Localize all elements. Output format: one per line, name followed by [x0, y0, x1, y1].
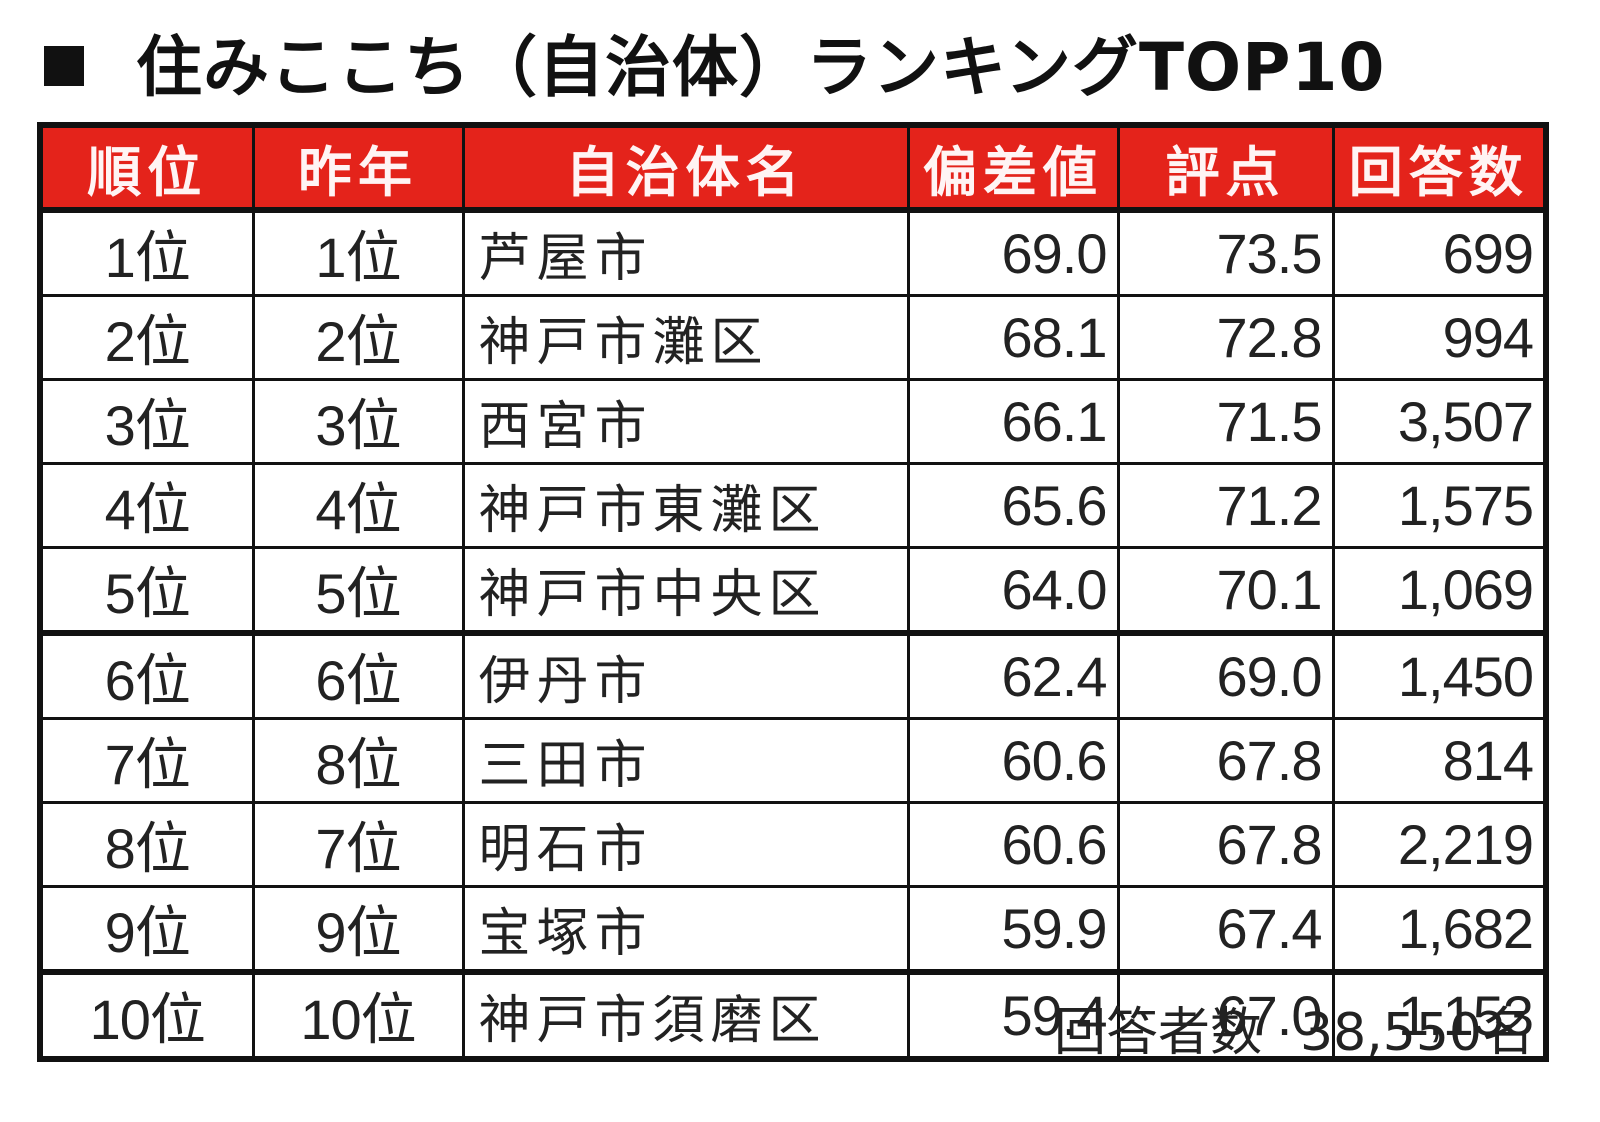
black-square-bullet-icon: [44, 46, 84, 86]
cell-municipality: 明石市: [461, 801, 910, 888]
header-row: 順位 昨年 自治体名 偏差値 評点 回答数: [38, 125, 1548, 213]
table-row: 10位 10位 神戸市須磨区 59.4 67.0 1,153: [38, 970, 1548, 1061]
cell-municipality: 伊丹市: [461, 631, 910, 720]
header-score: 評点: [1116, 125, 1335, 213]
table-row: 9位 9位 宝塚市 59.9 67.4 1,682: [38, 885, 1548, 975]
cell-rank: 2位: [38, 294, 255, 381]
cell-responses: 2,219: [1331, 801, 1548, 888]
cell-deviation: 68.1: [906, 294, 1120, 381]
cell-municipality: 西宮市: [461, 378, 910, 465]
cell-municipality: 神戸市灘区: [461, 294, 910, 381]
cell-rank: 8位: [38, 801, 255, 888]
table-body: 1位 1位 芦屋市 69.0 73.5 699 2位 2位 神戸市灘区 68.1…: [38, 208, 1548, 1061]
header-deviation: 偏差値: [906, 125, 1120, 213]
cell-deviation: 64.0: [906, 546, 1120, 636]
cell-responses: 1,682: [1331, 885, 1548, 975]
cell-score: 67.8: [1116, 801, 1335, 888]
table-row: 1位 1位 芦屋市 69.0 73.5 699: [38, 208, 1548, 297]
cell-municipality: 神戸市須磨区: [461, 970, 910, 1061]
cell-responses: 994: [1331, 294, 1548, 381]
header-rank: 順位: [38, 125, 255, 213]
cell-deviation: 59.4: [906, 970, 1120, 1061]
cell-responses: 3,507: [1331, 378, 1548, 465]
cell-previous-year: 9位: [251, 885, 465, 975]
cell-score: 73.5: [1116, 208, 1335, 297]
cell-rank: 4位: [38, 462, 255, 549]
cell-municipality: 宝塚市: [461, 885, 910, 975]
cell-previous-year: 4位: [251, 462, 465, 549]
cell-responses: 699: [1331, 208, 1548, 297]
table-row: 2位 2位 神戸市灘区 68.1 72.8 994: [38, 294, 1548, 381]
cell-previous-year: 2位: [251, 294, 465, 381]
cell-municipality: 神戸市中央区: [461, 546, 910, 636]
cell-responses: 1,153: [1331, 970, 1548, 1061]
cell-previous-year: 3位: [251, 378, 465, 465]
cell-score: 67.8: [1116, 717, 1335, 804]
page-title: 住みここち（自治体）ランキングTOP10: [44, 14, 1385, 110]
cell-deviation: 62.4: [906, 631, 1120, 720]
cell-responses: 1,575: [1331, 462, 1548, 549]
respondent-count-value: 38,550名: [1300, 1003, 1534, 1063]
cell-score: 70.1: [1116, 546, 1335, 636]
cell-responses: 1,069: [1331, 546, 1548, 636]
cell-score: 71.5: [1116, 378, 1335, 465]
cell-deviation: 59.9: [906, 885, 1120, 975]
table-row: 5位 5位 神戸市中央区 64.0 70.1 1,069: [38, 546, 1548, 636]
cell-deviation: 60.6: [906, 801, 1120, 888]
cell-rank: 7位: [38, 717, 255, 804]
cell-deviation: 60.6: [906, 717, 1120, 804]
cell-rank: 6位: [38, 631, 255, 720]
header-municipality: 自治体名: [461, 125, 910, 213]
cell-responses: 814: [1331, 717, 1548, 804]
respondent-count-label: 回答者数: [1054, 1003, 1263, 1063]
cell-deviation: 65.6: [906, 462, 1120, 549]
cell-score: 67.0: [1116, 970, 1335, 1061]
cell-rank: 1位: [38, 208, 255, 297]
cell-score: 67.4: [1116, 885, 1335, 975]
cell-rank: 5位: [38, 546, 255, 636]
table-row: 6位 6位 伊丹市 62.4 69.0 1,450: [38, 631, 1548, 720]
cell-score: 72.8: [1116, 294, 1335, 381]
cell-previous-year: 1位: [251, 208, 465, 297]
cell-deviation: 69.0: [906, 208, 1120, 297]
respondent-count-note: 回答者数 38,550名: [1054, 990, 1534, 1065]
ranking-table: 順位 昨年 自治体名 偏差値 評点 回答数 1位 1位 芦屋市 69.0 73.…: [37, 122, 1549, 1062]
cell-municipality: 芦屋市: [461, 208, 910, 297]
cell-rank: 3位: [38, 378, 255, 465]
cell-municipality: 三田市: [461, 717, 910, 804]
cell-previous-year: 5位: [251, 546, 465, 636]
cell-deviation: 66.1: [906, 378, 1120, 465]
page-title-text: 住みここち（自治体）ランキングTOP10: [136, 29, 1386, 106]
table-row: 8位 7位 明石市 60.6 67.8 2,219: [38, 801, 1548, 888]
cell-previous-year: 7位: [251, 801, 465, 888]
cell-responses: 1,450: [1331, 631, 1548, 720]
cell-score: 69.0: [1116, 631, 1335, 720]
cell-rank: 9位: [38, 885, 255, 975]
table-row: 3位 3位 西宮市 66.1 71.5 3,507: [38, 378, 1548, 465]
cell-previous-year: 8位: [251, 717, 465, 804]
header-responses: 回答数: [1331, 125, 1548, 213]
cell-rank: 10位: [38, 970, 255, 1061]
cell-previous-year: 10位: [251, 970, 465, 1061]
table-row: 4位 4位 神戸市東灘区 65.6 71.2 1,575: [38, 462, 1548, 549]
cell-score: 71.2: [1116, 462, 1335, 549]
table-row: 7位 8位 三田市 60.6 67.8 814: [38, 717, 1548, 804]
table-header: 順位 昨年 自治体名 偏差値 評点 回答数: [38, 125, 1548, 213]
header-previous-year: 昨年: [251, 125, 465, 213]
cell-municipality: 神戸市東灘区: [461, 462, 910, 549]
cell-previous-year: 6位: [251, 631, 465, 720]
